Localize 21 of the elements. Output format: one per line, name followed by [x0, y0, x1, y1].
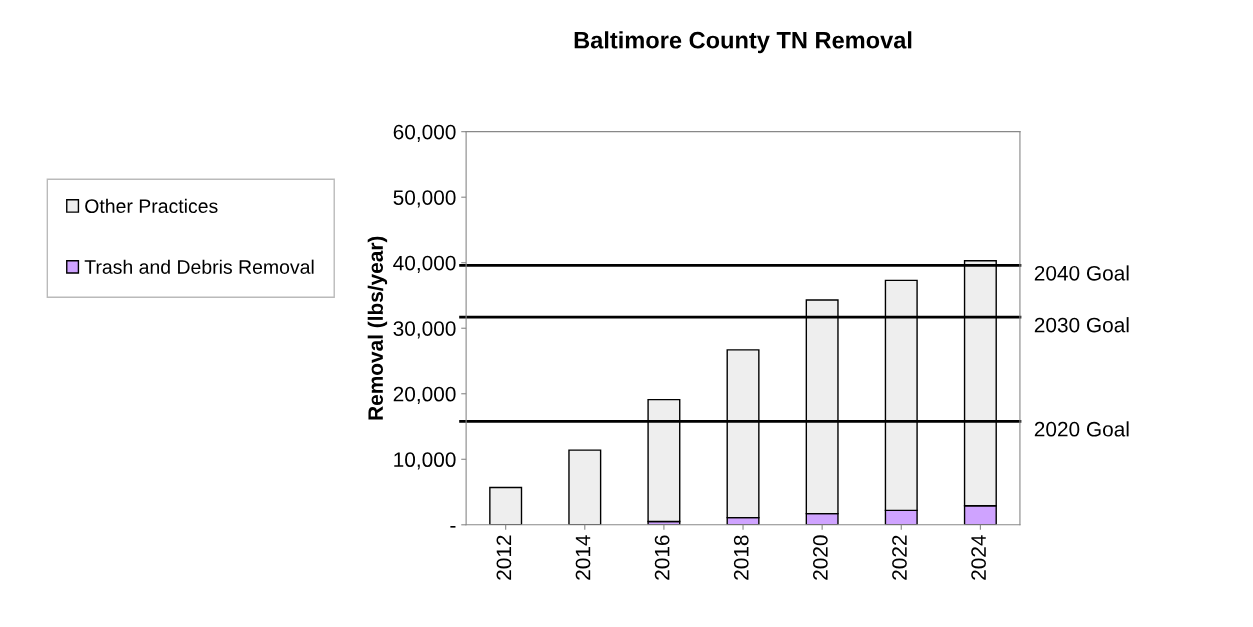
y-tick-label: - — [450, 526, 456, 528]
y-tick-label: 40,000 — [393, 255, 456, 273]
x-tick-label: 2016 — [654, 535, 670, 580]
ref-line-label: 2030 Goal — [1034, 317, 1129, 333]
x-tick-label: 2024 — [971, 535, 986, 580]
x-tick-label: 2020 — [812, 535, 828, 580]
x-tick-label: 2022 — [892, 535, 907, 580]
y-tick-label: 30,000 — [393, 321, 456, 339]
y-tick-label: 60,000 — [393, 124, 456, 142]
x-tick-label: 2012 — [496, 535, 512, 580]
ref-line-label: 2020 Goal — [1034, 421, 1129, 437]
legend-label: Other Practices — [85, 198, 218, 214]
chart-title: Baltimore County TN Removal — [574, 31, 912, 54]
y-tick-label: 10,000 — [394, 452, 456, 470]
ref-line-label: 2040 Goal — [1034, 265, 1129, 281]
y-tick-label: 20,000 — [393, 386, 456, 404]
x-tick-label: 2018 — [733, 535, 749, 580]
x-tick-label: 2014 — [575, 535, 591, 580]
legend-label: Trash and Debris Removal — [84, 259, 314, 274]
y-axis-title: Removal (lbs/year) — [367, 236, 388, 420]
y-tick-label: 50,000 — [393, 190, 456, 208]
